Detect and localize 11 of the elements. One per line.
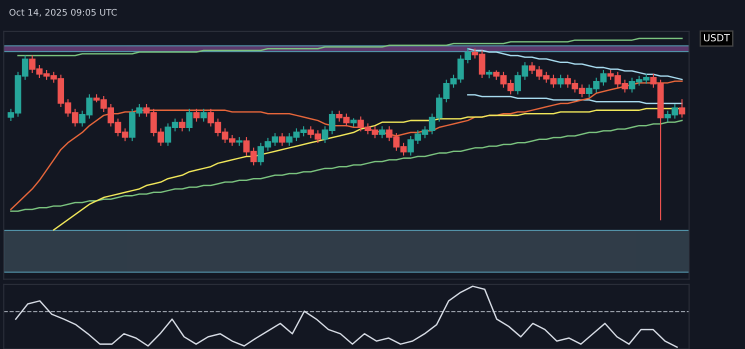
y-axis-title: USDT — [704, 34, 730, 42]
candlestick — [378, 126, 386, 138]
candlestick — [486, 70, 492, 78]
candlestick — [278, 133, 286, 146]
candlestick — [179, 118, 186, 132]
candlestick — [557, 74, 564, 88]
text: Oct 14, 2025 09:05 UTC — [9, 8, 117, 17]
candlestick — [678, 99, 686, 118]
candlestick — [200, 108, 207, 122]
candlestick — [193, 108, 200, 122]
candlestick — [186, 108, 193, 132]
